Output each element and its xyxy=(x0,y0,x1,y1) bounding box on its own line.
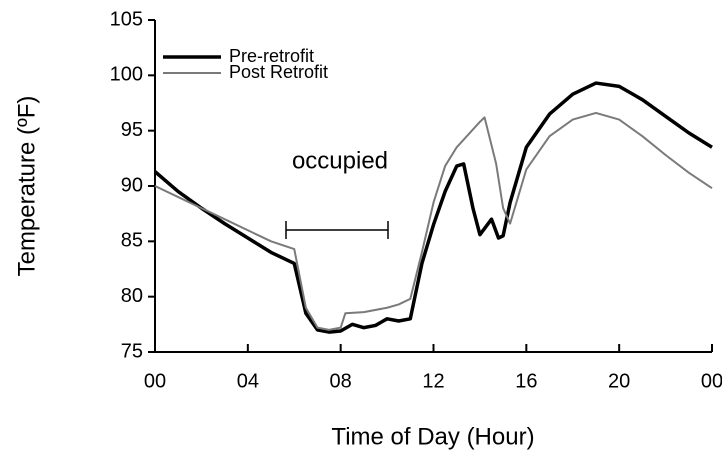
data-line xyxy=(154,111,713,331)
y-tick-label: 80 xyxy=(121,285,143,307)
legend-label: Pre-retrofit xyxy=(229,46,314,66)
occupied-bracket xyxy=(285,221,389,239)
y-tick-label: 100 xyxy=(110,64,143,86)
y-tick-label: 95 xyxy=(121,119,143,141)
y-tick-label: 75 xyxy=(121,340,143,362)
x-tick-label: 04 xyxy=(237,370,259,392)
y-axis-title: Temperature (ºF) xyxy=(13,96,40,277)
data-line xyxy=(153,81,713,334)
y-tick-label: 105 xyxy=(110,8,143,30)
x-tick-label: 08 xyxy=(330,370,352,392)
annotation: occupied xyxy=(292,147,388,174)
x-tick-label: 20 xyxy=(608,370,630,392)
x-tick-label: 00 xyxy=(144,370,166,392)
x-tick-label: 00 xyxy=(701,370,722,392)
x-tick-label: 12 xyxy=(422,370,444,392)
y-tick-label: 90 xyxy=(121,174,143,196)
x-axis-title: Time of Day (Hour) xyxy=(331,423,534,450)
legend-label: Post Retrofit xyxy=(229,62,328,82)
y-tick-label: 85 xyxy=(121,230,143,252)
x-tick-label: 16 xyxy=(515,370,537,392)
